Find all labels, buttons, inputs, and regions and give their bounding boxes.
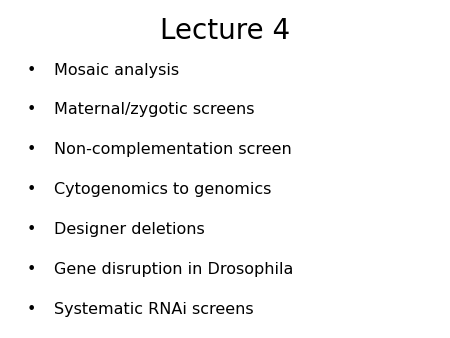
Text: Non-complementation screen: Non-complementation screen (54, 142, 292, 157)
Text: Designer deletions: Designer deletions (54, 222, 205, 237)
Text: Gene disruption in Drosophila: Gene disruption in Drosophila (54, 262, 293, 277)
Text: •: • (27, 182, 36, 197)
Text: •: • (27, 222, 36, 237)
Text: Lecture 4: Lecture 4 (160, 17, 290, 45)
Text: •: • (27, 142, 36, 157)
Text: Mosaic analysis: Mosaic analysis (54, 63, 179, 77)
Text: Systematic RNAi screens: Systematic RNAi screens (54, 302, 254, 317)
Text: Cytogenomics to genomics: Cytogenomics to genomics (54, 182, 271, 197)
Text: Maternal/zygotic screens: Maternal/zygotic screens (54, 102, 255, 117)
Text: •: • (27, 262, 36, 277)
Text: •: • (27, 302, 36, 317)
Text: •: • (27, 102, 36, 117)
Text: •: • (27, 63, 36, 77)
